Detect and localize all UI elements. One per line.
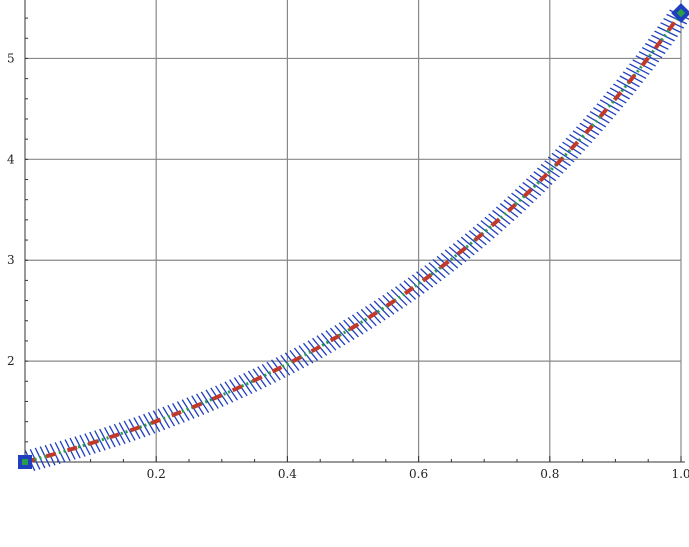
hatch-mark <box>99 428 111 450</box>
hatch-mark <box>558 145 579 159</box>
hatch-mark <box>219 383 234 403</box>
x-tick-label: 0.8 <box>540 467 559 481</box>
y-tick-label: 4 <box>7 152 15 166</box>
hatch-mark <box>544 160 564 174</box>
hatch-mark <box>369 303 386 321</box>
hatch-mark <box>215 385 229 405</box>
hatch-mark <box>334 324 350 343</box>
hatch-mark <box>644 42 666 55</box>
hatch-mark <box>316 335 332 354</box>
hatch-mark <box>351 314 368 332</box>
hatch-mark <box>138 415 151 436</box>
hatch-mark <box>118 422 131 443</box>
x-tick-label: 1.0 <box>671 467 689 481</box>
hatch-mark <box>625 67 647 80</box>
y-tick-label: 5 <box>7 51 15 65</box>
hatch-mark <box>113 423 126 445</box>
hatch-mark <box>641 47 663 59</box>
hatch-mark <box>456 239 475 256</box>
x-tick-label: 0.6 <box>409 467 428 481</box>
hatch-mark <box>79 434 91 456</box>
y-tick-label: 2 <box>7 354 15 368</box>
hatch-mark <box>238 374 253 395</box>
series-dotted <box>24 12 683 464</box>
hatch-mark <box>460 236 479 253</box>
x-tick-label: 0.2 <box>147 467 166 481</box>
hatch-mark <box>613 83 634 96</box>
hatch-mark <box>74 436 86 457</box>
series-hatched <box>24 9 689 472</box>
hatch-mark <box>424 265 442 282</box>
hatch-mark <box>616 79 637 92</box>
hatch-mark <box>243 372 258 392</box>
hatch-mark <box>94 430 106 451</box>
hatch-mark <box>200 391 215 411</box>
hatch-mark <box>205 389 219 409</box>
hatch-mark <box>440 252 459 269</box>
hatch-mark <box>123 420 136 441</box>
x-tick-label: 0.4 <box>278 467 297 481</box>
hatch-mark <box>195 393 210 413</box>
hatch-mark <box>444 249 463 266</box>
hatch-mark <box>257 366 272 386</box>
hatch-mark <box>526 178 546 193</box>
hatch-mark <box>603 95 624 108</box>
endpoint-marker-inner <box>22 459 28 465</box>
hatch-mark <box>464 233 483 249</box>
hatch-mark <box>522 181 542 197</box>
hatch-mark <box>555 149 575 163</box>
hatch-mark <box>428 262 446 279</box>
hatch-mark <box>320 332 337 351</box>
hatch-mark <box>638 51 660 63</box>
series-dashed <box>24 11 683 464</box>
hatch-mark <box>224 381 239 401</box>
y-tick-label: 3 <box>7 253 15 267</box>
hatch-mark <box>540 163 560 178</box>
hatch-mark <box>338 322 355 341</box>
hatch-mark <box>448 246 467 263</box>
hatch-mark <box>529 174 549 189</box>
hatch-mark <box>629 63 650 75</box>
hatch-mark <box>356 311 373 330</box>
